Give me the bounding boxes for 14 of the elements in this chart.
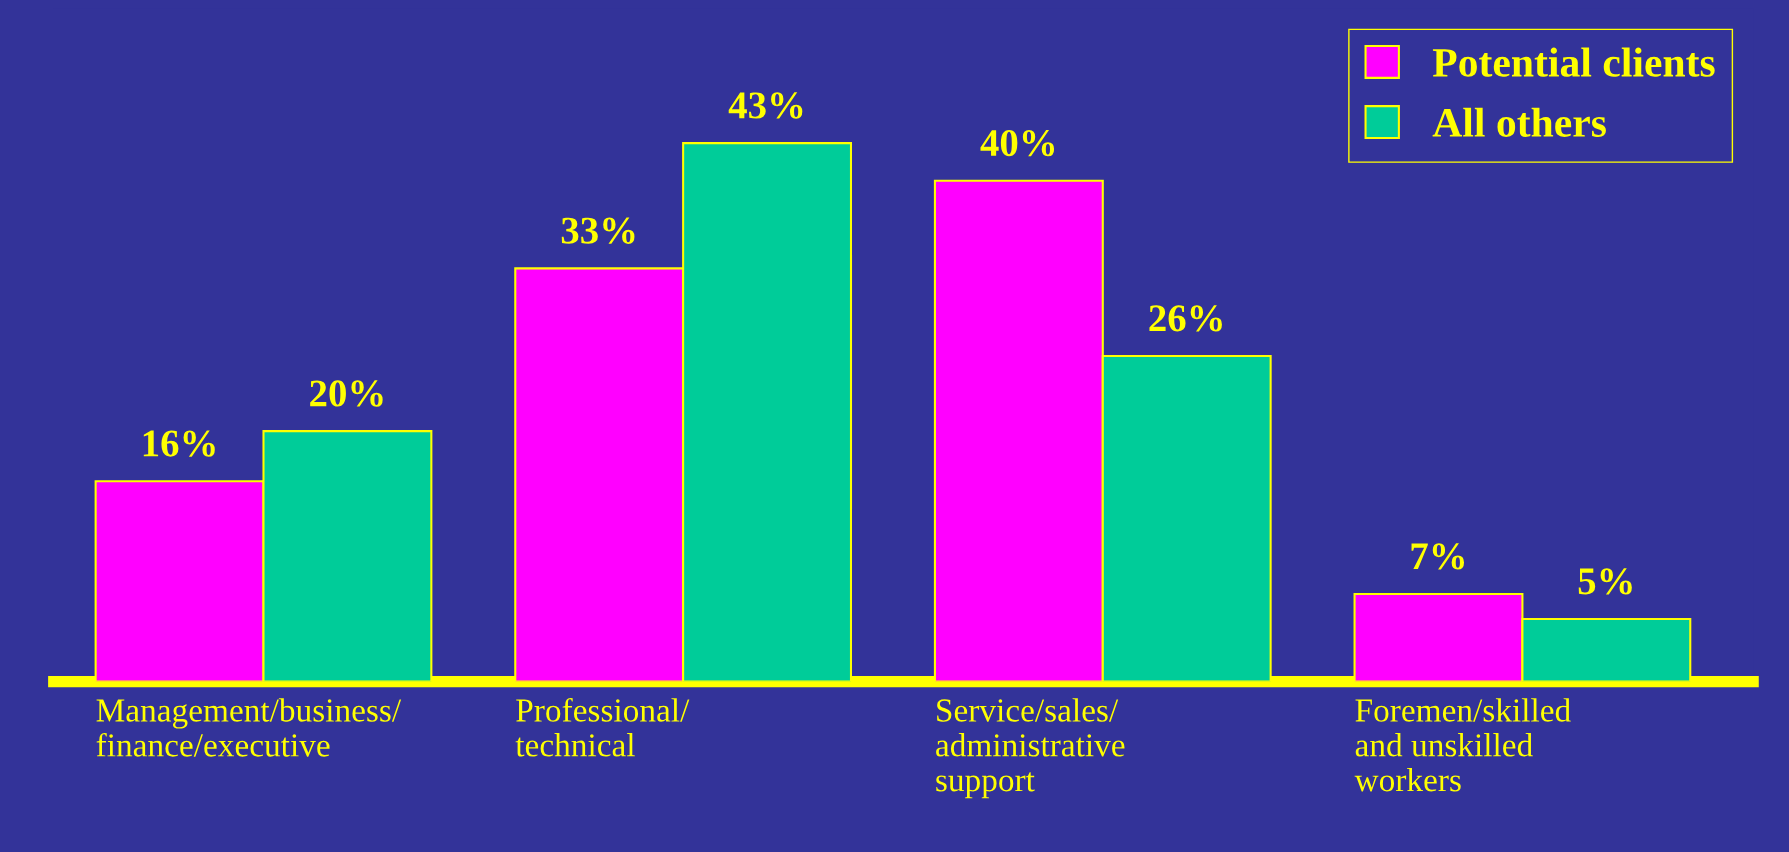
data-label: 5% [1578,568,1632,595]
x-tick-label: Management/business/ finance/executive [96,698,402,757]
x-tick-label: Foremen/skilled and unskilled workers [1354,698,1571,792]
data-label: 33% [561,217,635,244]
legend-label: Potential clients [1432,47,1715,77]
data-label: 16% [143,430,215,457]
data-label: 26% [1149,305,1222,332]
data-label: 40% [980,129,1055,157]
x-tick-label: Professional/ technical [515,697,690,757]
data-label: 7% [1411,543,1465,570]
data-label: 20% [310,380,383,407]
legend-label: All others [1432,107,1606,137]
x-tick-label: Service/sales/ administrative support [936,698,1125,799]
data-label: 43% [728,92,803,119]
